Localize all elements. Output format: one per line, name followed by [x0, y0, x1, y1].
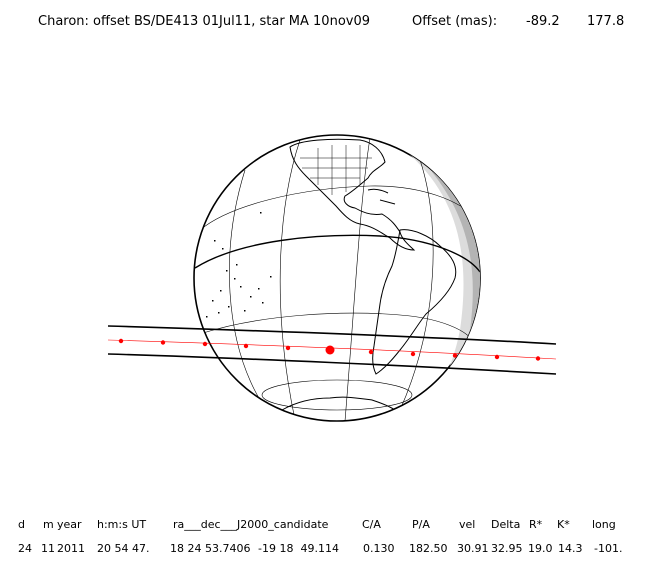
time-marker: [535, 356, 541, 361]
parallel-line: [202, 312, 473, 341]
time-marker: [494, 354, 500, 360]
meridian-line: [344, 137, 371, 421]
vel-value: 30.91: [457, 542, 489, 555]
col-rstar-header: R*: [529, 518, 543, 531]
col-radec-header: ra___dec___J2000_candidate: [173, 518, 329, 531]
col-year-header: year: [57, 518, 82, 531]
col-time-header: h:m:s UT: [97, 518, 147, 531]
antarctic-circle: [261, 379, 413, 411]
pa-value: 182.50: [409, 542, 448, 555]
col-vel-header: vel: [459, 518, 476, 531]
col-long-header: long: [592, 518, 616, 531]
kstar-value: 14.3: [558, 542, 583, 555]
time-marker: [202, 341, 208, 347]
offset-x-value: -89.2: [526, 14, 560, 29]
time-marker: [118, 338, 124, 344]
caribbean-outline: [379, 199, 396, 205]
antarctica-outline: [281, 396, 401, 421]
ra-value: 18 24 53.7406: [170, 542, 251, 555]
state-borders: [300, 145, 372, 195]
caribbean-outline: [367, 188, 389, 194]
plot-title: Charon: offset BS/DE413 01Jul11, star MA…: [0, 14, 646, 34]
equator-line: [194, 234, 480, 273]
island-dots: [200, 212, 272, 332]
shadow-south-limit: [107, 353, 557, 375]
delta-value: 32.95: [491, 542, 523, 555]
col-kstar-header: K*: [557, 518, 570, 531]
time-marker: [410, 351, 416, 357]
meridian-line: [279, 139, 301, 421]
offset-y-value: 177.8: [587, 14, 625, 29]
year-value: 2011: [57, 542, 85, 555]
rstar-value: 19.0: [528, 542, 553, 555]
col-month-header: m: [43, 518, 54, 531]
time-marker: [160, 340, 166, 345]
time-marker: [285, 345, 291, 351]
col-ca-header: C/A: [362, 518, 381, 531]
col-delta-header: Delta: [491, 518, 521, 531]
north-america-outline: [289, 138, 416, 251]
parallel-line: [199, 185, 479, 231]
ca-value: 0.130: [363, 542, 395, 555]
closest-approach-marker: [325, 345, 335, 355]
time-marker: [368, 349, 374, 355]
meridian-line: [229, 169, 261, 401]
time-marker: [452, 353, 458, 358]
time-value: 20 54 47.: [97, 542, 150, 555]
south-america-outline: [372, 229, 457, 375]
coastlines: [281, 138, 457, 421]
offset-label: Offset (mas):: [412, 14, 498, 29]
time-marker: [243, 343, 249, 349]
month-value: 11: [41, 542, 55, 555]
dec-value: -19 18 49.114: [258, 542, 339, 555]
centerline-minute-markers: [118, 338, 541, 361]
graticule: [199, 137, 479, 421]
col-pa-header: P/A: [412, 518, 430, 531]
event-description: Charon: offset BS/DE413 01Jul11, star MA…: [38, 14, 371, 29]
table-data-row: 24 11 2011 20 54 47. 18 24 53.7406 -19 1…: [0, 542, 646, 558]
shadow-north-limit: [107, 325, 557, 345]
table-header-row: d m year h:m:s UT ra___dec___J2000_candi…: [0, 518, 646, 534]
day-value: 24: [18, 542, 32, 555]
long-value: -101.: [594, 542, 623, 555]
meridian-line: [399, 159, 434, 411]
col-day-header: d: [18, 518, 25, 531]
